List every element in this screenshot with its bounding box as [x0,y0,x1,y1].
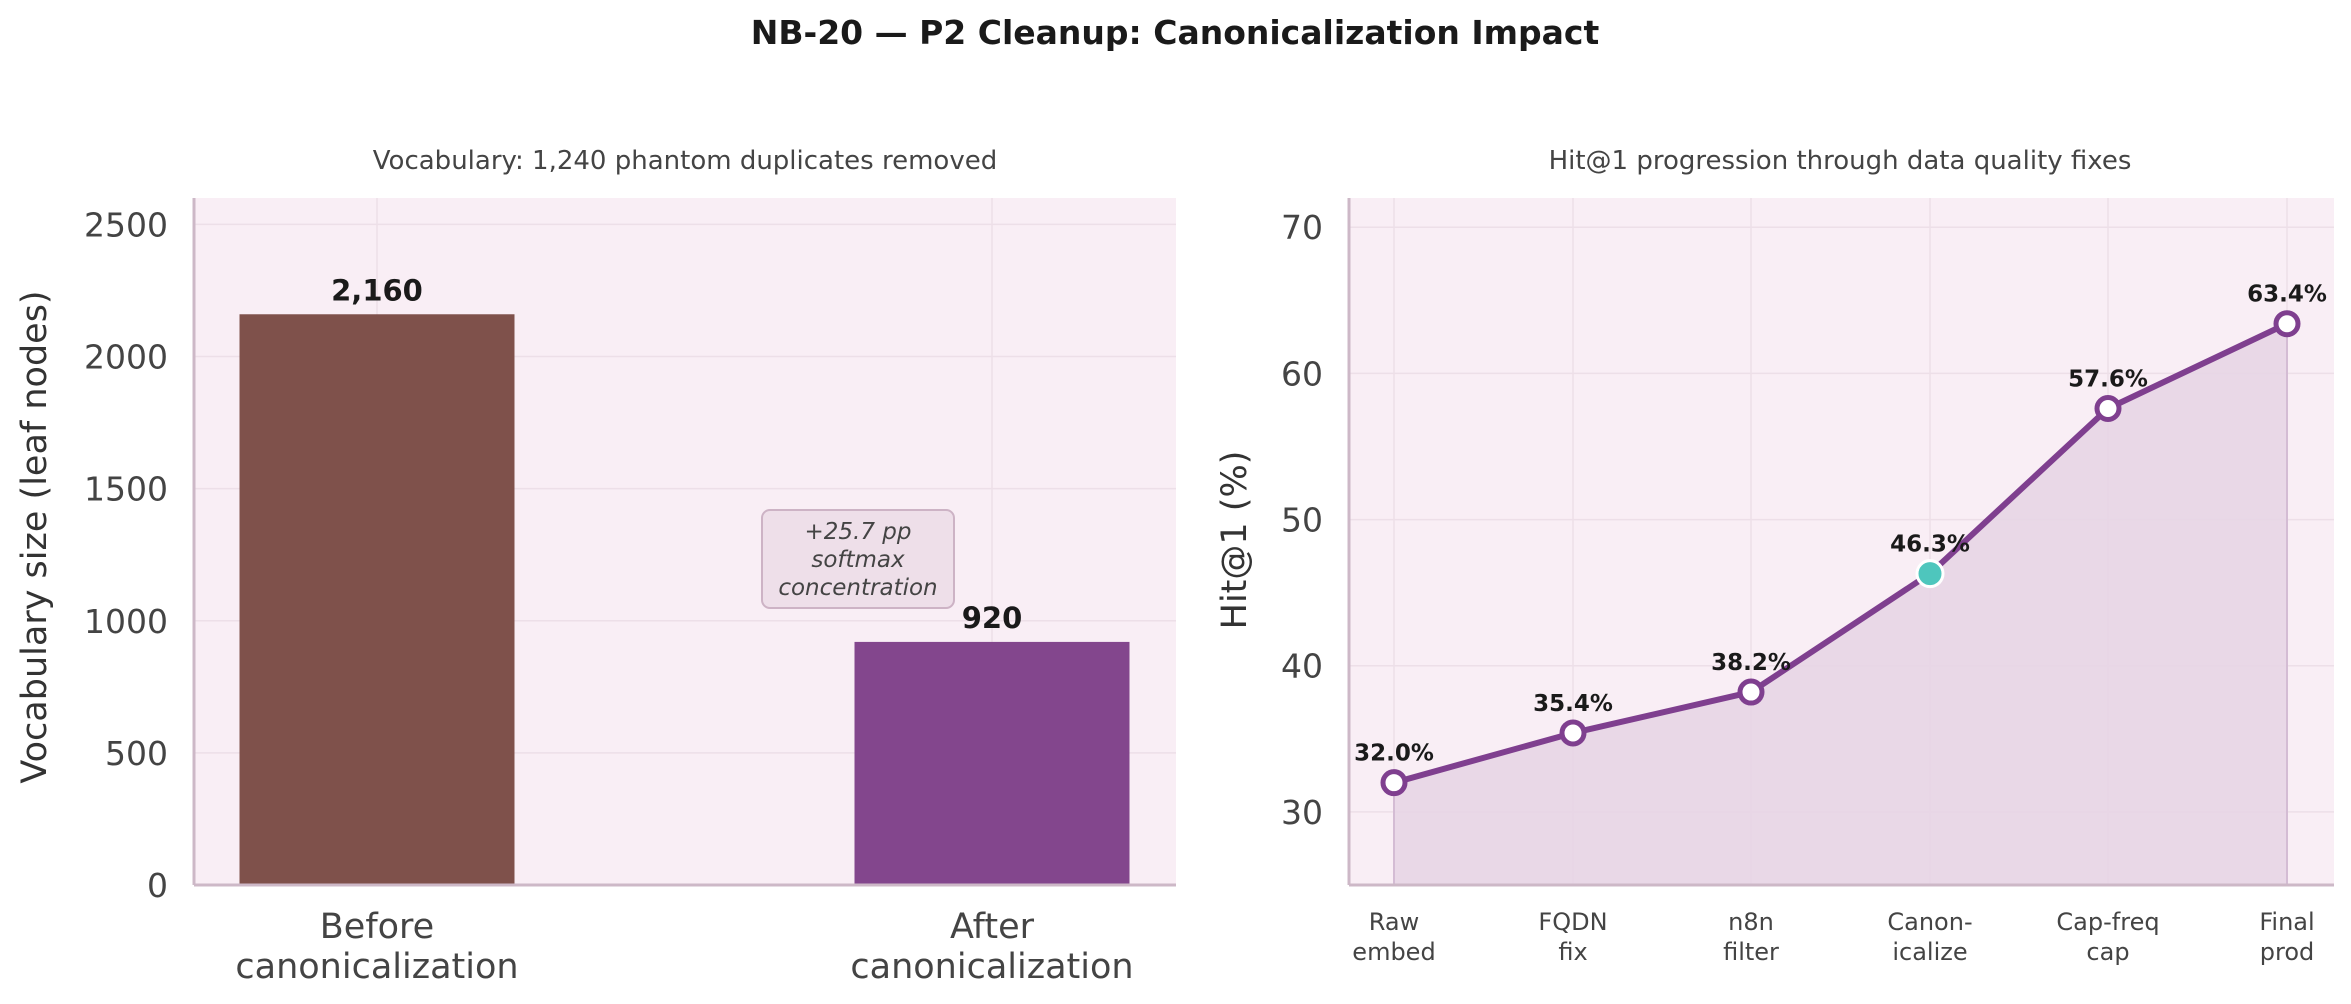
point-value-label: 38.2% [1711,650,1791,676]
annotation-box: +25.7 pp softmax concentration [761,509,955,609]
figure-title: NB-20 — P2 Cleanup: Canonicalization Imp… [751,13,1600,52]
point-value-label: 57.6% [2068,366,2148,392]
left-y-tick-labels: 0 500 1000 1500 2000 2500 [84,205,168,905]
x-tick-label: FQDN fix [1538,908,1607,966]
y-tick-label: 500 [105,734,168,773]
bar-value-label: 2,160 [331,273,423,307]
y-tick-label: 70 [1281,208,1323,247]
left-axes [192,198,1176,887]
right-y-axis-label: Hit@1 (%) [1215,451,1255,630]
point-value-label: 46.3% [1890,532,1970,558]
y-tick-label: 2500 [84,205,168,244]
left-chart-title: Vocabulary: 1,240 phantom duplicates rem… [373,146,997,176]
data-point [1380,769,1408,797]
x-tick-label: n8n filter [1723,908,1779,966]
y-tick-label: 40 [1281,647,1323,686]
right-x-tick-labels: Raw embed FQDN fix n8n filter Canon-icalize Cap… [1352,908,2314,966]
left-x-tick-labels: Before canonicalization After canonicalizat… [235,907,1133,987]
x-tick-label: Before canonicalization [235,907,518,987]
y-tick-label: 60 [1281,354,1323,393]
point-value-label: 35.4% [1533,691,1613,717]
data-point [1737,678,1765,706]
vocabulary-bar-chart: +25.7 pp softmax concentration 0 500 1000 150… [15,146,1176,987]
data-point [2094,394,2122,422]
y-tick-label: 50 [1281,501,1323,540]
data-point [2273,310,2301,338]
data-point [1559,719,1587,747]
highlight-point [1915,559,1945,589]
annotation-text: +25.7 pp softmax concentration [778,519,937,601]
x-tick-label: After canonicalization [850,907,1133,987]
annotation-background [761,509,955,609]
hit-at-1-line-chart: 30 40 50 60 70 Raw embed FQDN fix n8n filter Canon… [1215,146,2334,966]
x-tick-label: Final prod [2259,908,2314,966]
y-tick-label: 30 [1281,793,1323,832]
right-axes [1347,198,2334,887]
y-tick-label: 1000 [84,602,168,641]
right-value-labels: 32.0% 35.4% 38.2% 46.3% 57.6% 63.4% [1354,282,2327,767]
y-tick-label: 0 [147,866,168,905]
series-line [1393,320,2289,786]
bar-before [239,314,515,885]
point-value-label: 63.4% [2247,282,2327,308]
point-value-label: 32.0% [1354,741,1434,767]
bar-after [854,641,1130,885]
left-y-axis-label: Vocabulary size (leaf nodes) [15,290,55,783]
x-tick-label: Raw embed [1352,908,1435,966]
y-tick-label: 1500 [84,470,168,509]
left-bars [239,314,1130,885]
x-tick-label: Cap-freq cap [2056,908,2159,966]
left-value-labels: 2,160 920 [331,273,1022,635]
bar-value-label: 920 [962,601,1023,635]
right-y-tick-labels: 30 40 50 60 70 [1281,208,1323,832]
x-tick-label: Canon-icalize [1887,908,1972,966]
data-points [1380,310,2301,797]
y-tick-label: 2000 [84,338,168,377]
right-chart-title: Hit@1 progression through data quality f… [1549,146,2132,176]
